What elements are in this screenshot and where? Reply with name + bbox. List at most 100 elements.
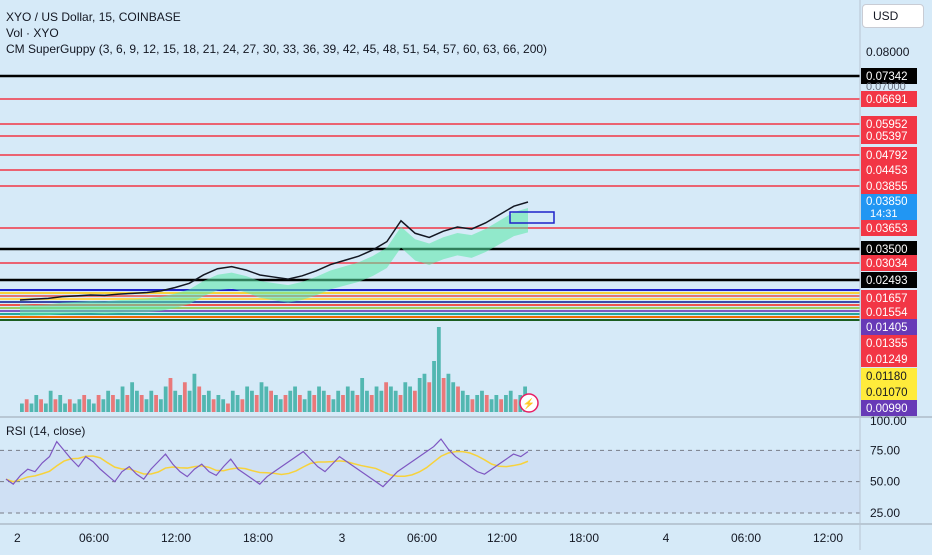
volume-bar <box>235 395 240 412</box>
volume-bar <box>422 373 427 412</box>
price-tag-bg <box>861 400 917 416</box>
volume-bar <box>446 373 451 412</box>
volume-bar <box>499 399 504 412</box>
price-tag: 0.06691 <box>866 94 908 106</box>
volume-bar <box>230 390 235 412</box>
volume-bar <box>293 386 297 412</box>
volume-bar <box>307 390 312 412</box>
volume-bar <box>350 390 355 412</box>
volume-bar <box>264 386 269 412</box>
volume-bar <box>139 395 144 412</box>
volume-bar <box>508 390 513 412</box>
volume-bar <box>427 382 432 412</box>
volume-bar <box>384 382 389 412</box>
volume-bar <box>460 390 465 412</box>
volume-bar <box>120 386 125 412</box>
rsi-legend[interactable]: RSI (14, close) <box>6 424 86 438</box>
guppy-ribbon <box>20 208 528 316</box>
price-tag: 0.01405 <box>866 322 908 334</box>
price-tag-bg <box>861 319 917 335</box>
volume-bar <box>403 382 408 412</box>
price-tag: 0.04453 <box>866 165 908 177</box>
volume-bar <box>297 395 302 412</box>
volume-legend[interactable]: Vol · XYO <box>6 26 59 40</box>
price-tag: 0.00990 <box>866 403 908 415</box>
x-tick-label: 06:00 <box>407 531 437 545</box>
last-price-value: 0.03850 <box>866 196 908 208</box>
price-tag-bg <box>861 128 917 144</box>
volume-bar <box>278 399 283 412</box>
volume-bar <box>326 395 331 412</box>
volume-bar <box>206 390 211 412</box>
price-tag-bg <box>861 147 917 163</box>
volume-bar <box>106 390 111 412</box>
price-tag: 0.03855 <box>866 181 908 193</box>
volume-bar <box>355 395 360 412</box>
price-tag: 0.02493 <box>866 275 908 287</box>
x-tick-label: 06:00 <box>79 531 109 545</box>
volume-bar <box>441 378 446 412</box>
volume-bar <box>321 390 326 412</box>
volume-bar <box>111 395 115 412</box>
volume-bar <box>101 399 106 412</box>
volume-bar <box>202 395 206 412</box>
volume-bar <box>259 382 264 412</box>
price-tag-bg <box>861 178 917 194</box>
volume-bar <box>274 395 278 412</box>
rsi-band <box>0 450 860 513</box>
x-tick-label: 12:00 <box>813 531 843 545</box>
volume-bar <box>187 390 192 412</box>
price-tag-bg <box>861 290 917 306</box>
volume-bar <box>398 395 403 412</box>
currency-button[interactable]: USD <box>862 4 924 28</box>
symbol-title[interactable]: XYO / US Dollar, 15, COINBASE <box>6 10 181 24</box>
price-tag-bg <box>861 91 917 107</box>
volume-bar <box>341 395 345 412</box>
volume-bar <box>494 395 499 412</box>
volume-bar <box>269 390 273 412</box>
volume-bar <box>465 395 470 412</box>
price-tag-bg <box>861 162 917 178</box>
volume-bar <box>389 386 393 412</box>
volume-bar <box>211 399 216 412</box>
volume-bar <box>360 378 365 412</box>
rsi-line <box>5 438 529 488</box>
volume-bar <box>408 386 412 412</box>
volume-bar <box>163 386 168 412</box>
volume-bar <box>48 390 53 412</box>
volume-bar <box>365 390 369 412</box>
price-line <box>19 201 529 301</box>
price-tag: 0.01355 <box>866 338 908 350</box>
volume-bar <box>484 395 489 412</box>
volume-bar <box>154 395 158 412</box>
price-tag: 0.01180 <box>866 371 907 383</box>
guppy-legend[interactable]: CM SuperGuppy (3, 6, 9, 12, 15, 18, 21, … <box>6 42 548 56</box>
volume-bar <box>436 327 441 412</box>
price-tag-bg <box>861 335 917 351</box>
price-tag: 0.03034 <box>866 258 908 270</box>
price-tag-bg <box>861 304 917 320</box>
volume-bar <box>379 390 384 412</box>
volume-bar <box>317 386 321 412</box>
volume-bar <box>412 390 417 412</box>
volume-bar <box>58 395 63 412</box>
volume-bar <box>513 399 518 412</box>
volume-bar <box>115 399 120 412</box>
price-tag-bg <box>861 241 917 257</box>
price-tag: 0.01249 <box>866 354 908 366</box>
volume-bar <box>226 403 230 412</box>
volume-bar <box>432 361 436 412</box>
flash-icon <box>519 393 539 413</box>
y-axis-label: 0.07000 <box>866 81 906 93</box>
price-tag: 0.05397 <box>866 131 908 143</box>
volume-bar <box>374 386 379 412</box>
rsi-tick-label: 75.00 <box>870 443 900 457</box>
x-tick-label: 06:00 <box>731 531 761 545</box>
volume-bar <box>288 390 293 412</box>
volume-bar <box>87 399 91 412</box>
price-tag: 0.04792 <box>866 150 908 162</box>
volume-bar <box>72 403 77 412</box>
x-tick-label: 4 <box>663 531 670 545</box>
